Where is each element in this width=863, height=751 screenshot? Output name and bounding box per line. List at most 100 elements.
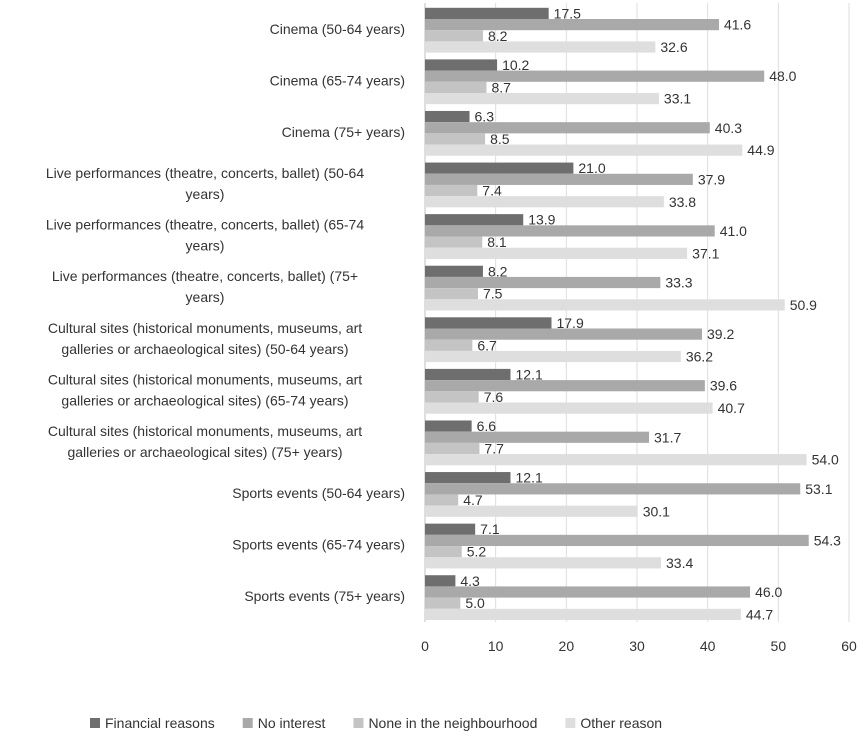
- data-label: 36.2: [686, 349, 713, 365]
- category-label: Sports events (65-74 years): [232, 537, 405, 553]
- bar: [425, 586, 751, 598]
- category-label: Cultural sites (historical monuments, mu…: [48, 423, 362, 460]
- bar: [425, 59, 498, 71]
- legend-label: None in the neighbourhood: [368, 715, 537, 731]
- bar: [425, 454, 807, 466]
- bar: [425, 81, 487, 93]
- bar: [425, 92, 659, 105]
- data-label: 33.8: [669, 194, 696, 210]
- bar: [425, 144, 743, 156]
- bar: [425, 505, 638, 517]
- bar: [425, 328, 703, 340]
- legend-swatch: [90, 718, 100, 728]
- legend-label: No interest: [258, 715, 326, 731]
- x-tick-label: 30: [629, 638, 645, 654]
- bar: [425, 133, 486, 145]
- data-label: 6.3: [475, 109, 495, 125]
- legend-swatch: [565, 718, 576, 728]
- bar: [425, 608, 741, 621]
- bar: [425, 402, 713, 414]
- data-label: 6.7: [477, 337, 497, 353]
- legend: Financial reasons No interest None in the …: [90, 715, 662, 731]
- data-label: 4.7: [463, 492, 483, 508]
- bar: [425, 317, 552, 329]
- data-label: 39.2: [707, 326, 734, 342]
- category-label: Cinema (65-74 years): [270, 72, 405, 88]
- data-label: 54.3: [814, 532, 841, 548]
- bar: [425, 122, 710, 134]
- bar: [425, 534, 809, 547]
- bar: [425, 597, 461, 609]
- bar: [425, 494, 459, 506]
- data-label: 8.2: [488, 263, 508, 279]
- bar: [425, 523, 476, 535]
- gridlines: [424, 3, 850, 622]
- category-labels: Cinema (50-64 years) Cinema (65-74 years)…: [46, 21, 405, 604]
- legend-item: None in the neighbourhood: [353, 715, 537, 731]
- data-label: 37.1: [692, 245, 719, 261]
- x-tick-label: 60: [841, 638, 857, 654]
- bar: [425, 299, 785, 311]
- category-label: Cultural sites (historical monuments, mu…: [48, 371, 362, 408]
- bar: [425, 110, 470, 123]
- data-label: 41.0: [720, 223, 747, 239]
- bar: [425, 339, 473, 351]
- data-label: 7.7: [484, 440, 504, 456]
- data-label: 40.3: [715, 120, 742, 136]
- data-label: 17.5: [554, 5, 581, 21]
- data-label: 53.1: [805, 481, 832, 497]
- data-label: 33.1: [664, 91, 691, 107]
- data-labels: 17.5 41.6 8.2 32.6 10.2 48.0 8.7 33.1 6.3 40.3 8.5…: [460, 5, 841, 622]
- bar: [425, 350, 681, 363]
- data-label: 44.7: [746, 606, 773, 622]
- bar: [425, 575, 456, 587]
- data-label: 10.2: [502, 57, 529, 73]
- bar: [425, 236, 483, 248]
- data-label: 39.6: [710, 378, 737, 394]
- legend-label: Other reason: [580, 715, 662, 731]
- bar: [425, 70, 765, 82]
- data-label: 30.1: [643, 503, 670, 519]
- bar: [425, 442, 480, 455]
- bar: [425, 184, 478, 197]
- data-label: 12.1: [516, 470, 543, 486]
- x-tick-label: 10: [488, 638, 504, 654]
- bar: [425, 483, 801, 495]
- data-label: 46.0: [755, 584, 782, 600]
- data-label: 41.6: [724, 17, 751, 33]
- bar: [425, 380, 705, 392]
- bar: [425, 214, 524, 226]
- data-label: 8.1: [487, 234, 507, 250]
- data-label: 8.5: [490, 131, 510, 147]
- x-tick-label: 20: [559, 638, 575, 654]
- category-label: Sports events (50-64 years): [232, 485, 405, 501]
- data-label: 33.3: [665, 275, 692, 291]
- data-label: 6.6: [477, 418, 497, 434]
- bar: [425, 391, 479, 403]
- bars: [425, 7, 809, 621]
- bar: [425, 420, 472, 432]
- bar: [425, 162, 574, 174]
- bar: [425, 41, 656, 53]
- data-label: 44.9: [747, 142, 774, 158]
- x-axis-ticks: 0 10 20 30 40 50 60: [421, 638, 857, 654]
- data-label: 40.7: [718, 400, 745, 416]
- category-label: Live performances (theatre, concerts, ba…: [52, 268, 358, 305]
- x-tick-label: 50: [771, 638, 787, 654]
- bar: [425, 276, 661, 289]
- x-tick-label: 0: [421, 638, 429, 654]
- data-label: 5.2: [467, 544, 487, 560]
- legend-swatch: [242, 718, 253, 728]
- bar: [425, 557, 662, 569]
- x-tick-label: 40: [700, 638, 716, 654]
- data-label: 54.0: [812, 452, 839, 468]
- data-label: 7.5: [483, 286, 503, 302]
- data-label: 33.4: [666, 555, 693, 571]
- data-label: 7.6: [484, 389, 504, 405]
- category-label: Cinema (50-64 years): [270, 21, 405, 37]
- data-label: 7.1: [480, 521, 500, 537]
- bar: [425, 173, 693, 185]
- bar: [425, 19, 719, 31]
- bar: [425, 288, 478, 300]
